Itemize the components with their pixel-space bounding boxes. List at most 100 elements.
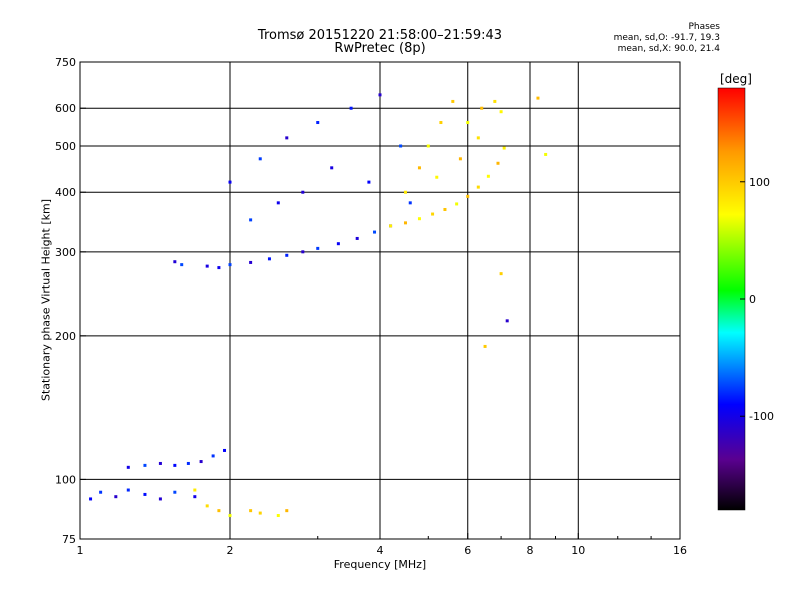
echo-point-x	[476, 185, 480, 189]
echo-point-x	[493, 99, 497, 103]
echo-point-x	[426, 144, 430, 148]
echo-point-o	[180, 263, 184, 267]
y-tick-label: 200	[55, 330, 76, 343]
echo-point-x	[249, 509, 253, 513]
echo-point-o	[505, 319, 509, 323]
echo-point-o	[249, 218, 253, 222]
echo-point-o	[126, 465, 130, 469]
echo-point-x	[486, 174, 490, 178]
echo-point-x	[439, 121, 443, 125]
echo-point-x	[417, 166, 421, 170]
phases-x-stats: mean, sd,X: 90.0, 21.4	[617, 44, 720, 54]
echo-point-x	[258, 511, 262, 515]
echo-point-o	[99, 490, 103, 494]
echo-point-x	[483, 344, 487, 348]
echo-point-o	[217, 266, 221, 270]
echo-point-x	[217, 509, 221, 513]
chart-title: Tromsø 20151220 21:58:00–21:59:43	[257, 28, 503, 43]
echo-point-o	[199, 460, 203, 464]
colorbar-unit: [deg]	[720, 72, 752, 86]
echo-point-o	[143, 492, 147, 496]
echo-point-o	[349, 106, 353, 110]
echo-point-o	[301, 190, 305, 194]
echo-point-x	[499, 272, 503, 276]
echo-point-x	[193, 488, 197, 492]
echo-point-x	[228, 514, 232, 518]
echo-point-o	[408, 201, 412, 205]
echo-point-o	[158, 461, 162, 465]
echo-point-o	[267, 257, 271, 261]
echo-point-x	[443, 207, 447, 211]
echo-point-x	[431, 212, 435, 216]
echo-point-x	[499, 110, 503, 114]
echo-point-x	[276, 514, 280, 518]
echo-point-x	[544, 152, 548, 156]
echo-point-o	[355, 236, 359, 240]
echo-point-o	[367, 180, 371, 184]
x-tick-label: 4	[377, 544, 384, 557]
echo-point-x	[496, 161, 500, 165]
echo-point-x	[458, 157, 462, 161]
echo-point-x	[466, 121, 470, 125]
echo-point-x	[466, 194, 470, 198]
echo-point-o	[316, 121, 320, 125]
echo-point-x	[285, 509, 289, 513]
echo-point-x	[476, 136, 480, 140]
echo-point-o	[378, 93, 382, 97]
chart-subtitle: RwPretec (8p)	[334, 41, 426, 56]
x-tick-label: 1	[77, 544, 84, 557]
x-tick-label: 10	[571, 544, 585, 557]
echo-point-x	[480, 106, 484, 110]
echo-point-x	[205, 504, 209, 508]
echo-point-x	[403, 190, 407, 194]
echo-point-o	[249, 260, 253, 264]
y-tick-label: 100	[55, 473, 76, 486]
echo-point-x	[435, 175, 439, 179]
colorbar-tick-label: -100	[749, 410, 774, 423]
echo-point-o	[285, 253, 289, 257]
echo-point-o	[285, 136, 289, 140]
echo-point-o	[330, 166, 334, 170]
echo-point-o	[301, 250, 305, 254]
colorbar-tick-label: 100	[749, 176, 770, 189]
y-tick-label: 400	[55, 186, 76, 199]
echo-point-x	[536, 96, 540, 100]
x-tick-label: 16	[673, 544, 687, 557]
phases-o-stats: mean, sd,O: -91.7, 19.3	[613, 33, 720, 43]
echo-point-o	[173, 490, 177, 494]
colorbar-tick-label: 0	[749, 293, 756, 306]
y-tick-label: 75	[62, 533, 76, 546]
echo-point-o	[173, 260, 177, 264]
echo-point-o	[205, 264, 209, 268]
y-tick-label: 600	[55, 102, 76, 115]
echo-point-o	[223, 448, 227, 452]
phases-heading: Phases	[688, 22, 720, 32]
echo-point-o	[126, 488, 130, 492]
echo-point-o	[316, 246, 320, 250]
echo-point-o	[228, 263, 232, 267]
echo-point-o	[173, 463, 177, 467]
echo-point-x	[403, 221, 407, 225]
echo-point-x	[389, 224, 393, 228]
echo-point-o	[276, 201, 280, 205]
echo-point-o	[186, 461, 190, 465]
x-axis-label: Frequency [MHz]	[333, 558, 427, 571]
echo-point-o	[373, 230, 377, 234]
echo-point-o	[114, 495, 118, 499]
y-tick-label: 750	[55, 56, 76, 69]
y-tick-label: 500	[55, 140, 76, 153]
x-tick-label: 2	[227, 544, 234, 557]
x-tick-label: 6	[464, 544, 471, 557]
echo-point-x	[451, 99, 455, 103]
echo-point-o	[193, 495, 197, 499]
echo-point-o	[399, 144, 403, 148]
echo-point-x	[417, 217, 421, 221]
echo-point-o	[258, 157, 262, 161]
echo-point-o	[89, 497, 93, 501]
echo-point-o	[336, 242, 340, 246]
echo-point-o	[228, 180, 232, 184]
echo-point-o	[211, 454, 215, 458]
echo-point-o	[143, 463, 147, 467]
x-tick-label: 8	[527, 544, 534, 557]
